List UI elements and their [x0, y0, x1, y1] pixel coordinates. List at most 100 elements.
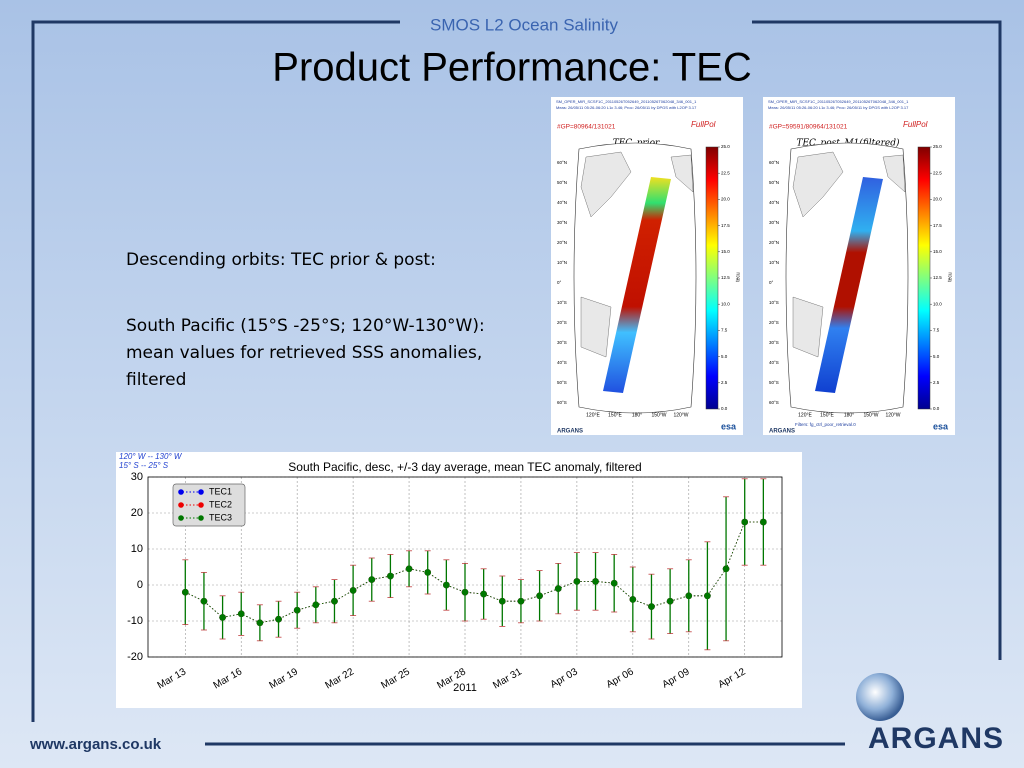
data-point [387, 572, 394, 580]
map-logo: esa [933, 421, 949, 431]
data-point [405, 565, 413, 573]
bullet-text: South Pacific (15°S -25°S; 120°W-130°W):… [126, 316, 488, 390]
colorbar-tick-label: 10.0 [933, 301, 942, 306]
data-point [685, 592, 693, 600]
frame [31, 20, 1002, 746]
legend-marker [198, 502, 204, 508]
chart-annotation: 15° S -- 25° S [119, 461, 169, 470]
map-land [792, 151, 906, 358]
data-point [704, 592, 711, 600]
colorbar-tick-label: 2.5 [721, 380, 728, 385]
data-point [760, 518, 767, 526]
map-meas: Meas: 26/05/11 05:26-06:20 L1c 3.46; Pro… [556, 105, 697, 110]
lon-label: 150°E [820, 412, 834, 418]
map-mode: FullPol [691, 120, 716, 129]
map-land [580, 151, 694, 358]
map-gp: #GP=59591/80964/131021 [769, 124, 848, 131]
map-logo: ARGANS [557, 429, 583, 435]
data-point [237, 610, 245, 618]
colorbar-tick-label: 12.5 [933, 275, 942, 280]
map-logo: ARGANS [769, 429, 795, 435]
legend-marker [198, 489, 204, 495]
lat-label: 20°S [557, 320, 567, 325]
lat-label: 40°N [557, 200, 567, 205]
lon-label: 150°W [651, 412, 666, 418]
data-point [200, 597, 208, 605]
data-point [629, 596, 637, 603]
y-tick-label: -10 [127, 615, 143, 627]
header: SMOS L2 Ocean Salinity [430, 15, 619, 34]
lat-label: 30°N [557, 220, 567, 225]
colorbar-tick-label: 7.5 [933, 328, 940, 333]
colorbar-tick-label: 0.0 [721, 406, 728, 411]
map-gp: #GP=80964/131021 [557, 124, 616, 131]
lat-label: 40°S [557, 360, 567, 365]
colorbar [917, 146, 931, 410]
lat-label: 30°S [557, 340, 567, 345]
data-point [480, 590, 487, 598]
map-swath [815, 177, 883, 393]
data-point [461, 588, 469, 596]
lat-label: 0° [557, 280, 562, 285]
data-point [349, 587, 357, 594]
lat-label: 60°S [557, 400, 567, 405]
legend-marker [178, 489, 184, 495]
lat-label: 10°S [769, 300, 779, 305]
lat-label: 20°N [769, 240, 779, 245]
logo: ARGANS [868, 722, 1004, 755]
data-point [666, 597, 674, 605]
x-axis-label: 2011 [453, 682, 477, 694]
colorbar-tick-label: 7.5 [721, 328, 728, 333]
lat-label: 10°N [769, 260, 779, 265]
lon-label: 120°W [673, 412, 688, 418]
lat-label: 20°S [769, 320, 779, 325]
data-point [312, 601, 320, 609]
data-point [498, 597, 506, 605]
map-file: SM_OPER_MIR_SCSF1C_20110526T052649_20110… [556, 99, 697, 104]
lat-label: 30°N [769, 220, 779, 225]
data-point [648, 603, 655, 610]
data-point [517, 597, 525, 605]
maps: SM_OPER_MIR_SCSF1C_20110526T052649_20110… [551, 97, 955, 435]
colorbar-unit: tecu [947, 272, 953, 282]
lat-label: 40°S [769, 360, 779, 365]
colorbar-tick-label: 2.5 [933, 380, 940, 385]
lat-label: 10°S [557, 300, 567, 305]
colorbar-tick-label: 25.0 [721, 144, 730, 149]
data-point [554, 585, 562, 592]
data-point [443, 581, 450, 589]
map-filters: Filters: fg_ctrl_poor_retrieval.0 [795, 422, 856, 427]
colorbar-tick-label: 17.5 [933, 223, 942, 228]
data-point [424, 569, 432, 576]
legend-marker [198, 515, 204, 521]
lat-label: 10°N [557, 260, 567, 265]
lon-label: 150°W [863, 412, 878, 418]
lon-label: 180° [844, 412, 854, 418]
plot-frame [147, 476, 783, 658]
map-logo: esa [721, 421, 737, 431]
colorbar-tick-label: 0.0 [933, 406, 940, 411]
bullet-text: Descending orbits: TEC prior & post: [126, 250, 436, 270]
colorbar-tick-label: 10.0 [721, 301, 730, 306]
colorbar-tick-label: 20.0 [721, 197, 730, 202]
data-point [331, 597, 338, 605]
data-point [573, 578, 581, 585]
y-tick-label: -20 [127, 651, 143, 663]
lat-label: 0° [769, 280, 774, 285]
colorbar-tick-label: 22.5 [933, 170, 942, 175]
data-point [536, 592, 543, 600]
map-file: SM_OPER_MIR_SCSF1C_20110526T052649_20110… [768, 99, 909, 104]
chart-annotation: 120° W -- 130° W [119, 452, 183, 461]
slide-title: Product Performance: TEC [272, 46, 751, 90]
lat-label: 60°N [769, 160, 779, 165]
map-meas: Meas: 26/05/11 05:26-06:20 L1c 3.46; Pro… [768, 105, 909, 110]
lon-label: 120°E [798, 412, 812, 418]
map-mode: FullPol [903, 120, 928, 129]
lon-label: 150°E [608, 412, 622, 418]
data-point [368, 576, 376, 583]
legend-label: TEC3 [209, 512, 232, 522]
y-tick-label: 10 [131, 543, 143, 555]
colorbar [705, 146, 719, 410]
data-point [219, 614, 226, 621]
